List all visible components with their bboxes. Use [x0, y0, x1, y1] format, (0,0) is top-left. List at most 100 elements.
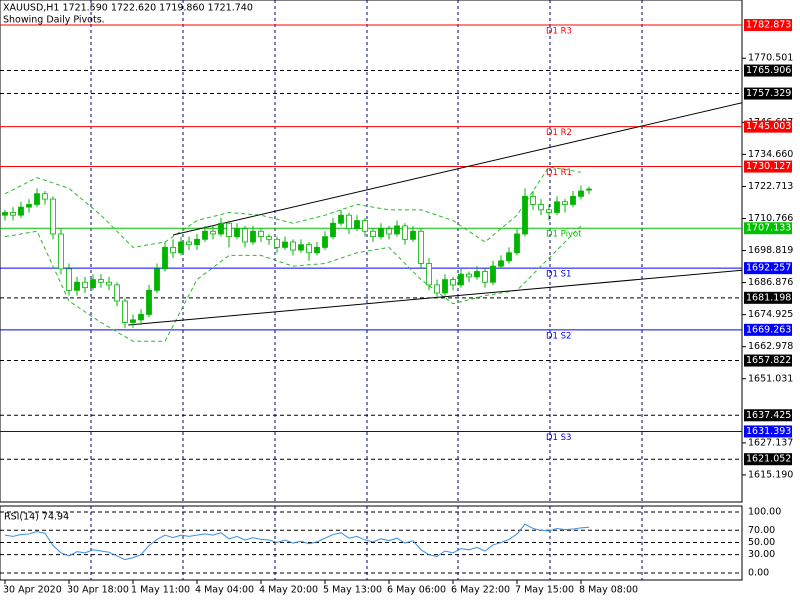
pivot-label: D1 S2 [546, 331, 571, 341]
candle-body [554, 201, 560, 213]
candle-body [354, 220, 360, 229]
price-tag [744, 87, 792, 100]
candle-body [458, 273, 464, 286]
candle-body [410, 230, 416, 240]
candle-body [98, 279, 104, 283]
y-tick-label: 1674.925 [748, 309, 793, 320]
candle-body [170, 246, 176, 254]
candle-body [274, 238, 280, 248]
candle-body [370, 230, 376, 238]
price-tag-label: 1730.127 [746, 161, 791, 172]
y-tick-label: 1734.660 [748, 149, 793, 160]
price-tag [744, 160, 792, 173]
candle-body [130, 319, 136, 323]
candle-body [178, 241, 184, 254]
pivot-label: D1 S1 [546, 270, 571, 280]
vertical-grid [90, 0, 643, 580]
candle-body [42, 193, 48, 200]
candle-body [514, 233, 520, 254]
price-tag-label: 1707.133 [746, 223, 791, 234]
pivot-label: D1 R1 [546, 168, 572, 178]
y-tick-label: 100.00 [748, 506, 781, 517]
y-tick-label: 1710.766 [748, 213, 793, 224]
candle-body [322, 236, 328, 248]
y-tick-label: 1627.137 [748, 437, 793, 448]
candle-body [434, 284, 440, 294]
y-tick-label: 0.00 [748, 567, 769, 578]
candle-body [378, 228, 384, 238]
price-tag-label: 1745.003 [746, 121, 791, 132]
candle-body [18, 206, 24, 216]
price-tag [744, 120, 792, 133]
price-tag-label: 1621.052 [746, 454, 791, 465]
candle-body [362, 220, 368, 232]
candle-body [586, 188, 592, 191]
candle-body [146, 289, 152, 315]
candle-body [306, 244, 312, 254]
price-tag-label: 1757.329 [746, 88, 791, 99]
trend-line [172, 102, 742, 236]
candle-body [50, 198, 56, 235]
candle-body [290, 241, 296, 251]
price-tag [744, 19, 792, 32]
y-tick-label: 30.00 [748, 549, 775, 560]
price-tag [744, 291, 792, 304]
candle-body [402, 225, 408, 240]
rsi-line [4, 523, 590, 561]
y-tick-label: 70.00 [748, 525, 775, 536]
y-tick-label: 1698.819 [748, 245, 793, 256]
price-tag [744, 354, 792, 367]
x-tick-label: 30 Apr 18:00 [67, 585, 129, 596]
pivot-label: D1 R3 [546, 27, 572, 37]
price-pane-border [0, 0, 743, 503]
y-tick-label: 1686.876 [748, 277, 793, 288]
candle-body [490, 265, 496, 283]
bollinger-band [4, 166, 582, 248]
candle-body [450, 279, 456, 286]
candle-body [314, 246, 320, 254]
x-tick-label: 7 May 15:00 [515, 585, 574, 596]
candle-body [234, 228, 240, 238]
bollinger-band [4, 225, 582, 342]
price-tag [744, 425, 792, 438]
candle-body [466, 273, 472, 278]
price-tag-label: 1782.873 [746, 20, 791, 31]
candle-body [106, 281, 112, 286]
price-tag-label: 1765.906 [746, 65, 791, 76]
candle-body [202, 230, 208, 240]
candle-body [578, 190, 584, 197]
price-tag-label: 1692.257 [746, 263, 791, 274]
candle-body [346, 214, 352, 229]
candle-body [194, 238, 200, 246]
y-tick-label: 1651.031 [748, 373, 793, 384]
candle-body [66, 268, 72, 291]
candle-body [34, 193, 40, 205]
rsi-pane-border [0, 505, 743, 581]
price-tag-label: 1637.425 [746, 410, 791, 421]
candle-body [74, 281, 80, 291]
candle-body [498, 260, 504, 267]
candle-body [266, 236, 272, 240]
candle-body [298, 244, 304, 251]
price-tag [744, 409, 792, 422]
candle-body [258, 230, 264, 238]
candle-body [122, 300, 128, 323]
x-tick-label: 8 May 08:00 [579, 585, 638, 596]
candle-body [570, 195, 576, 205]
candle-body [186, 241, 192, 246]
y-tick-label: 1770.501 [748, 53, 793, 64]
candle-body [426, 263, 432, 286]
candle-body [218, 222, 224, 235]
candle-body [418, 230, 424, 264]
price-tag-label: 1657.822 [746, 355, 791, 366]
candle-body [58, 233, 64, 270]
candle-body [162, 246, 168, 270]
price-tag-label: 1631.393 [746, 426, 791, 437]
price-tag-label: 1681.198 [746, 292, 791, 303]
price-tag [744, 453, 792, 466]
candle-body [138, 314, 144, 321]
candle-body [442, 279, 448, 294]
candle-body [282, 241, 288, 248]
candle-body [482, 271, 488, 283]
